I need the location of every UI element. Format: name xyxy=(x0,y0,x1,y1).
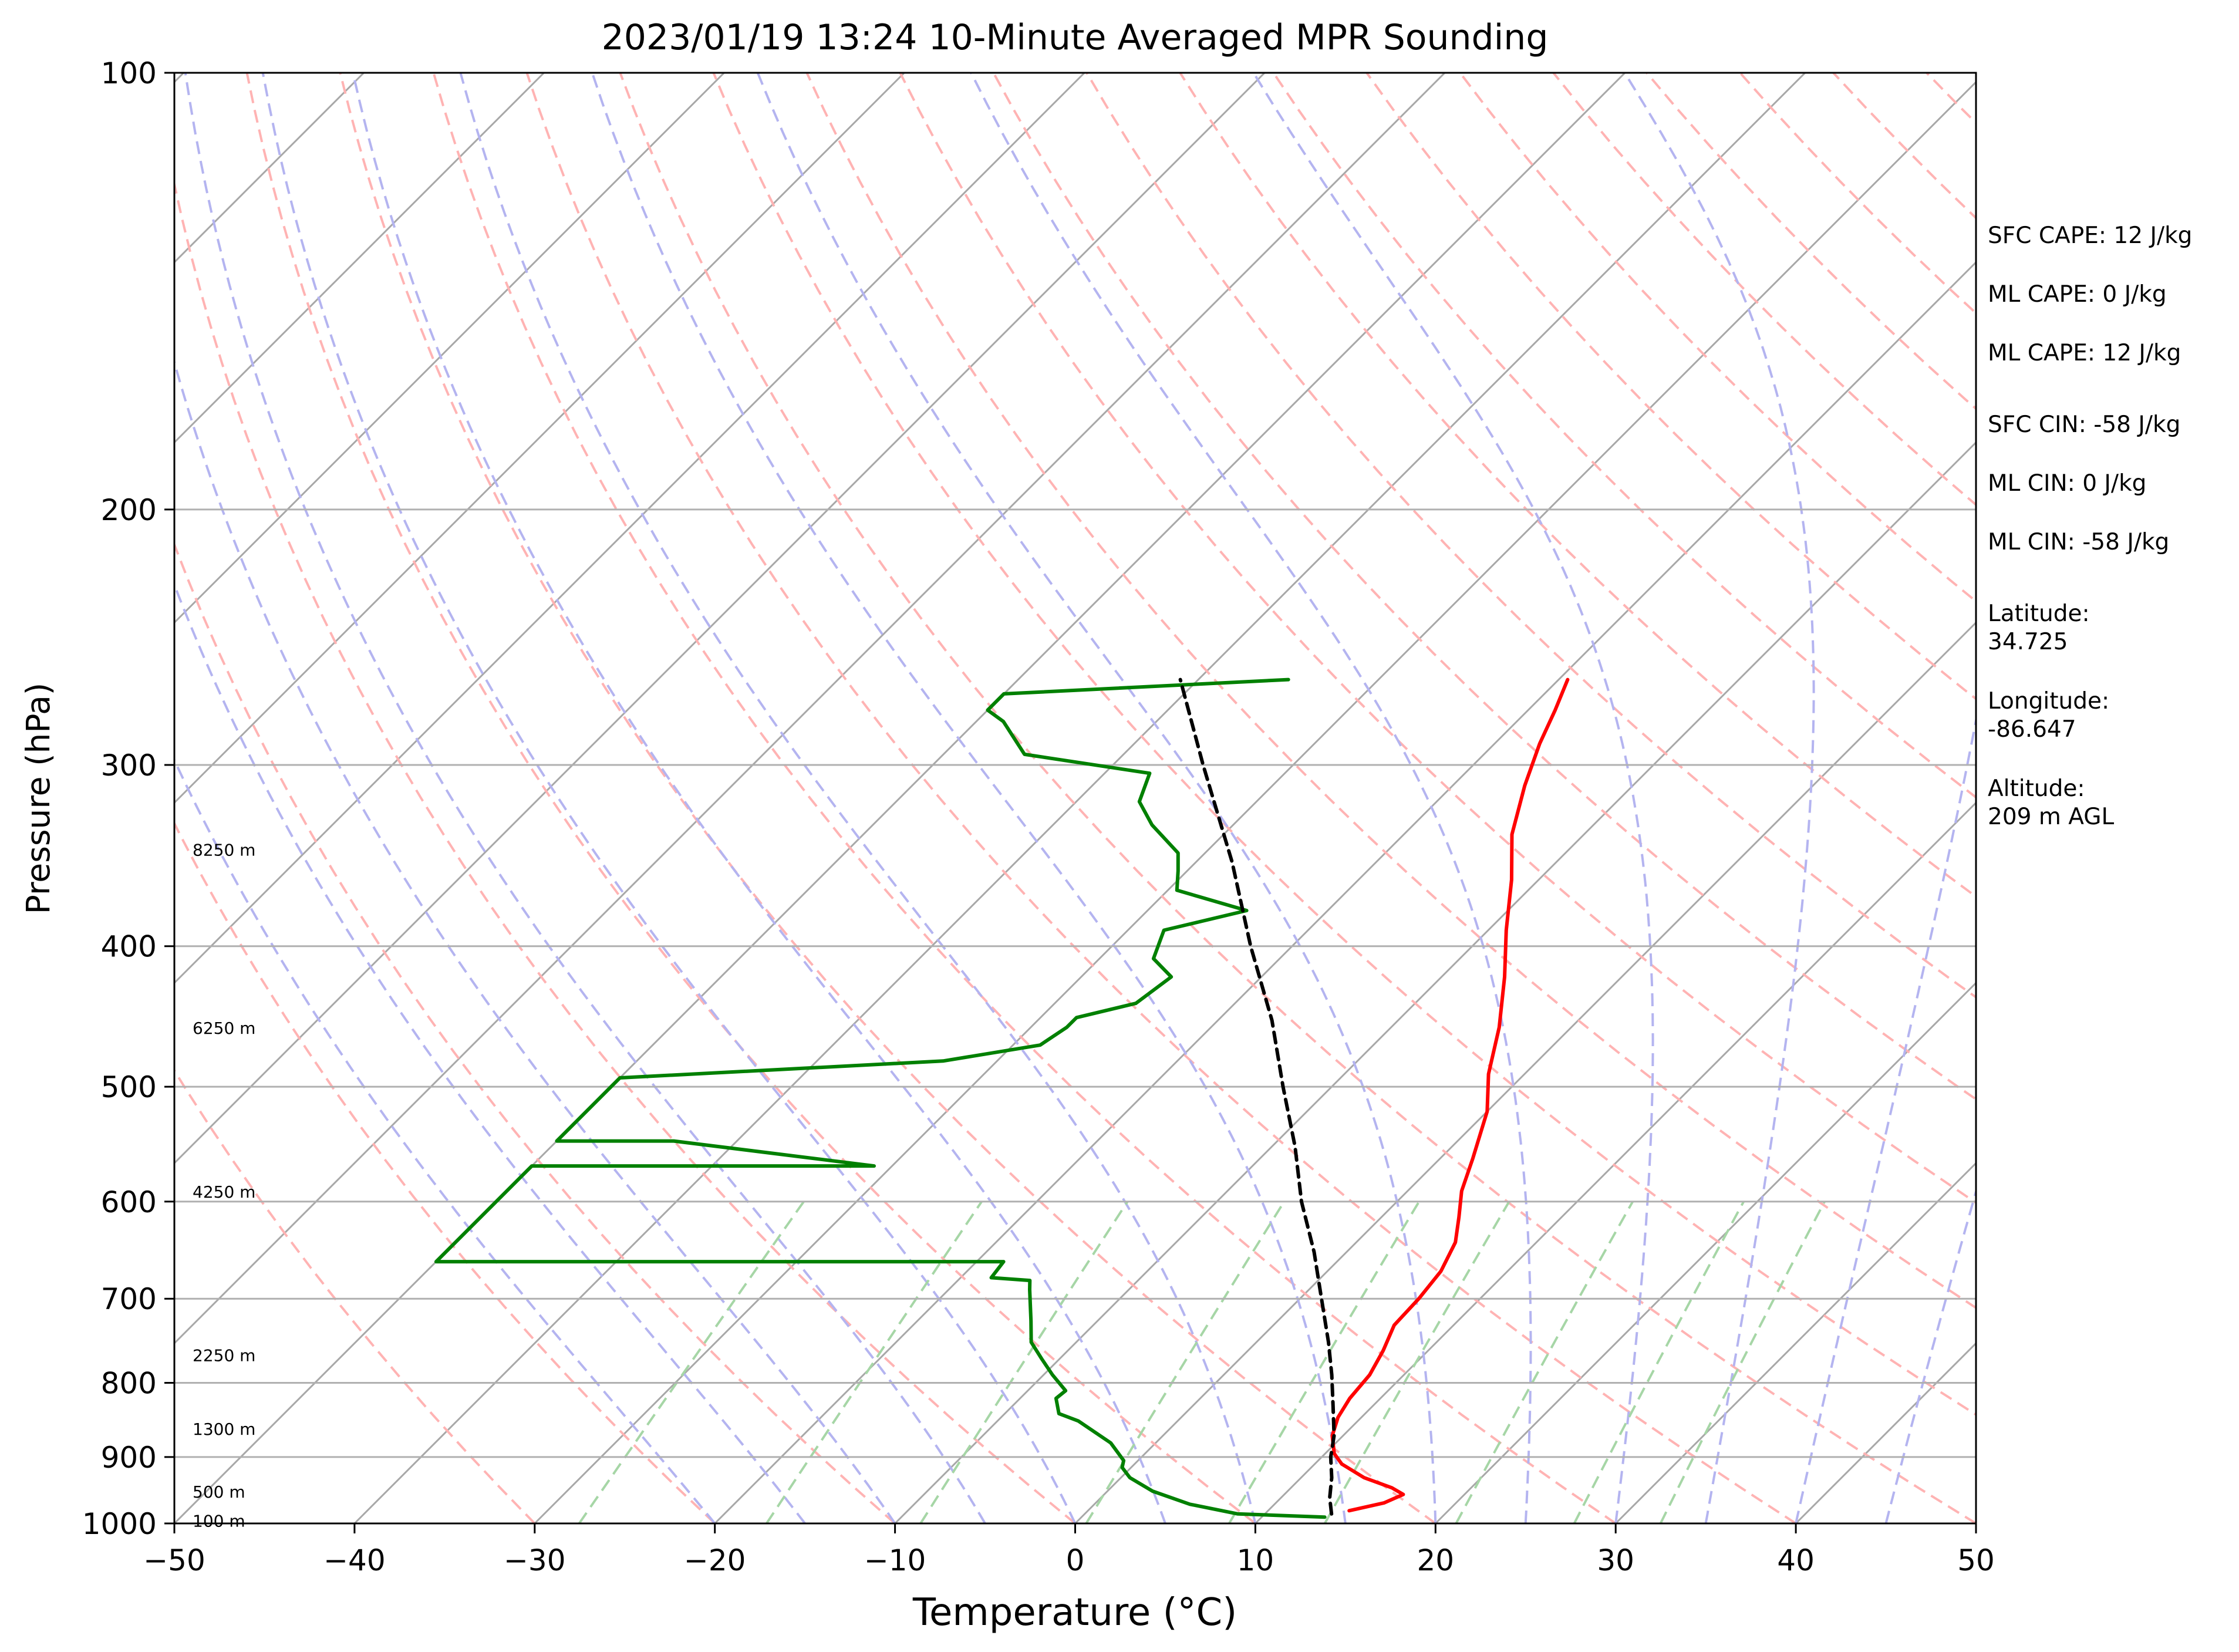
x-tick-label: 10 xyxy=(1237,1543,1274,1577)
height-label: 500 m xyxy=(193,1482,245,1502)
y-tick-label: 600 xyxy=(101,1185,157,1219)
ml-cin-text: ML CIN: 0 J/kg xyxy=(1988,470,2146,497)
height-label: 1300 m xyxy=(193,1420,255,1439)
y-tick-label: 400 xyxy=(101,930,157,964)
x-tick-label: 20 xyxy=(1417,1543,1454,1577)
chart-title: 2023/01/19 13:24 10-Minute Averaged MPR … xyxy=(602,17,1549,58)
y-tick-label: 200 xyxy=(101,493,157,527)
y-tick-label: 100 xyxy=(101,56,157,90)
latitude-label: Latitude: xyxy=(1988,601,2090,627)
x-axis-label: Temperature (°C) xyxy=(912,1591,1237,1634)
x-tick-label: −10 xyxy=(864,1543,926,1577)
ml-cape-text: ML CAPE: 0 J/kg xyxy=(1988,281,2167,308)
height-label: 100 m xyxy=(193,1512,245,1531)
height-label: 6250 m xyxy=(193,1019,255,1038)
x-tick-label: −30 xyxy=(504,1543,566,1577)
x-tick-label: 0 xyxy=(1066,1543,1085,1577)
altitude-label: Altitude: xyxy=(1988,776,2085,802)
x-tick-label: 30 xyxy=(1597,1543,1634,1577)
x-tick-label: 40 xyxy=(1777,1543,1815,1577)
ml-cin-text-2: ML CIN: -58 J/kg xyxy=(1988,529,2169,555)
y-axis-label: Pressure (hPa) xyxy=(19,683,57,915)
longitude-value: -86.647 xyxy=(1988,716,2076,743)
y-tick-label: 1000 xyxy=(82,1507,157,1541)
x-tick-label: −20 xyxy=(684,1543,746,1577)
x-tick-label: −50 xyxy=(143,1543,205,1577)
x-tick-label: −40 xyxy=(323,1543,386,1577)
y-tick-label: 700 xyxy=(101,1282,157,1316)
ml-cape-text-2: ML CAPE: 12 J/kg xyxy=(1988,340,2181,366)
sfc-cin-text: SFC CIN: -58 J/kg xyxy=(1988,412,2180,438)
height-label: 2250 m xyxy=(193,1346,255,1366)
sfc-cape-text: SFC CAPE: 12 J/kg xyxy=(1988,222,2192,249)
height-label: 8250 m xyxy=(193,841,255,860)
height-label: 4250 m xyxy=(193,1182,255,1202)
y-tick-label: 800 xyxy=(101,1367,157,1401)
y-tick-label: 500 xyxy=(101,1070,157,1104)
y-tick-label: 300 xyxy=(101,749,157,783)
longitude-label: Longitude: xyxy=(1988,688,2109,714)
altitude-value: 209 m AGL xyxy=(1988,804,2114,830)
x-tick-label: 50 xyxy=(1957,1543,1995,1577)
y-tick-label: 900 xyxy=(101,1441,157,1475)
latitude-value: 34.725 xyxy=(1988,629,2068,655)
